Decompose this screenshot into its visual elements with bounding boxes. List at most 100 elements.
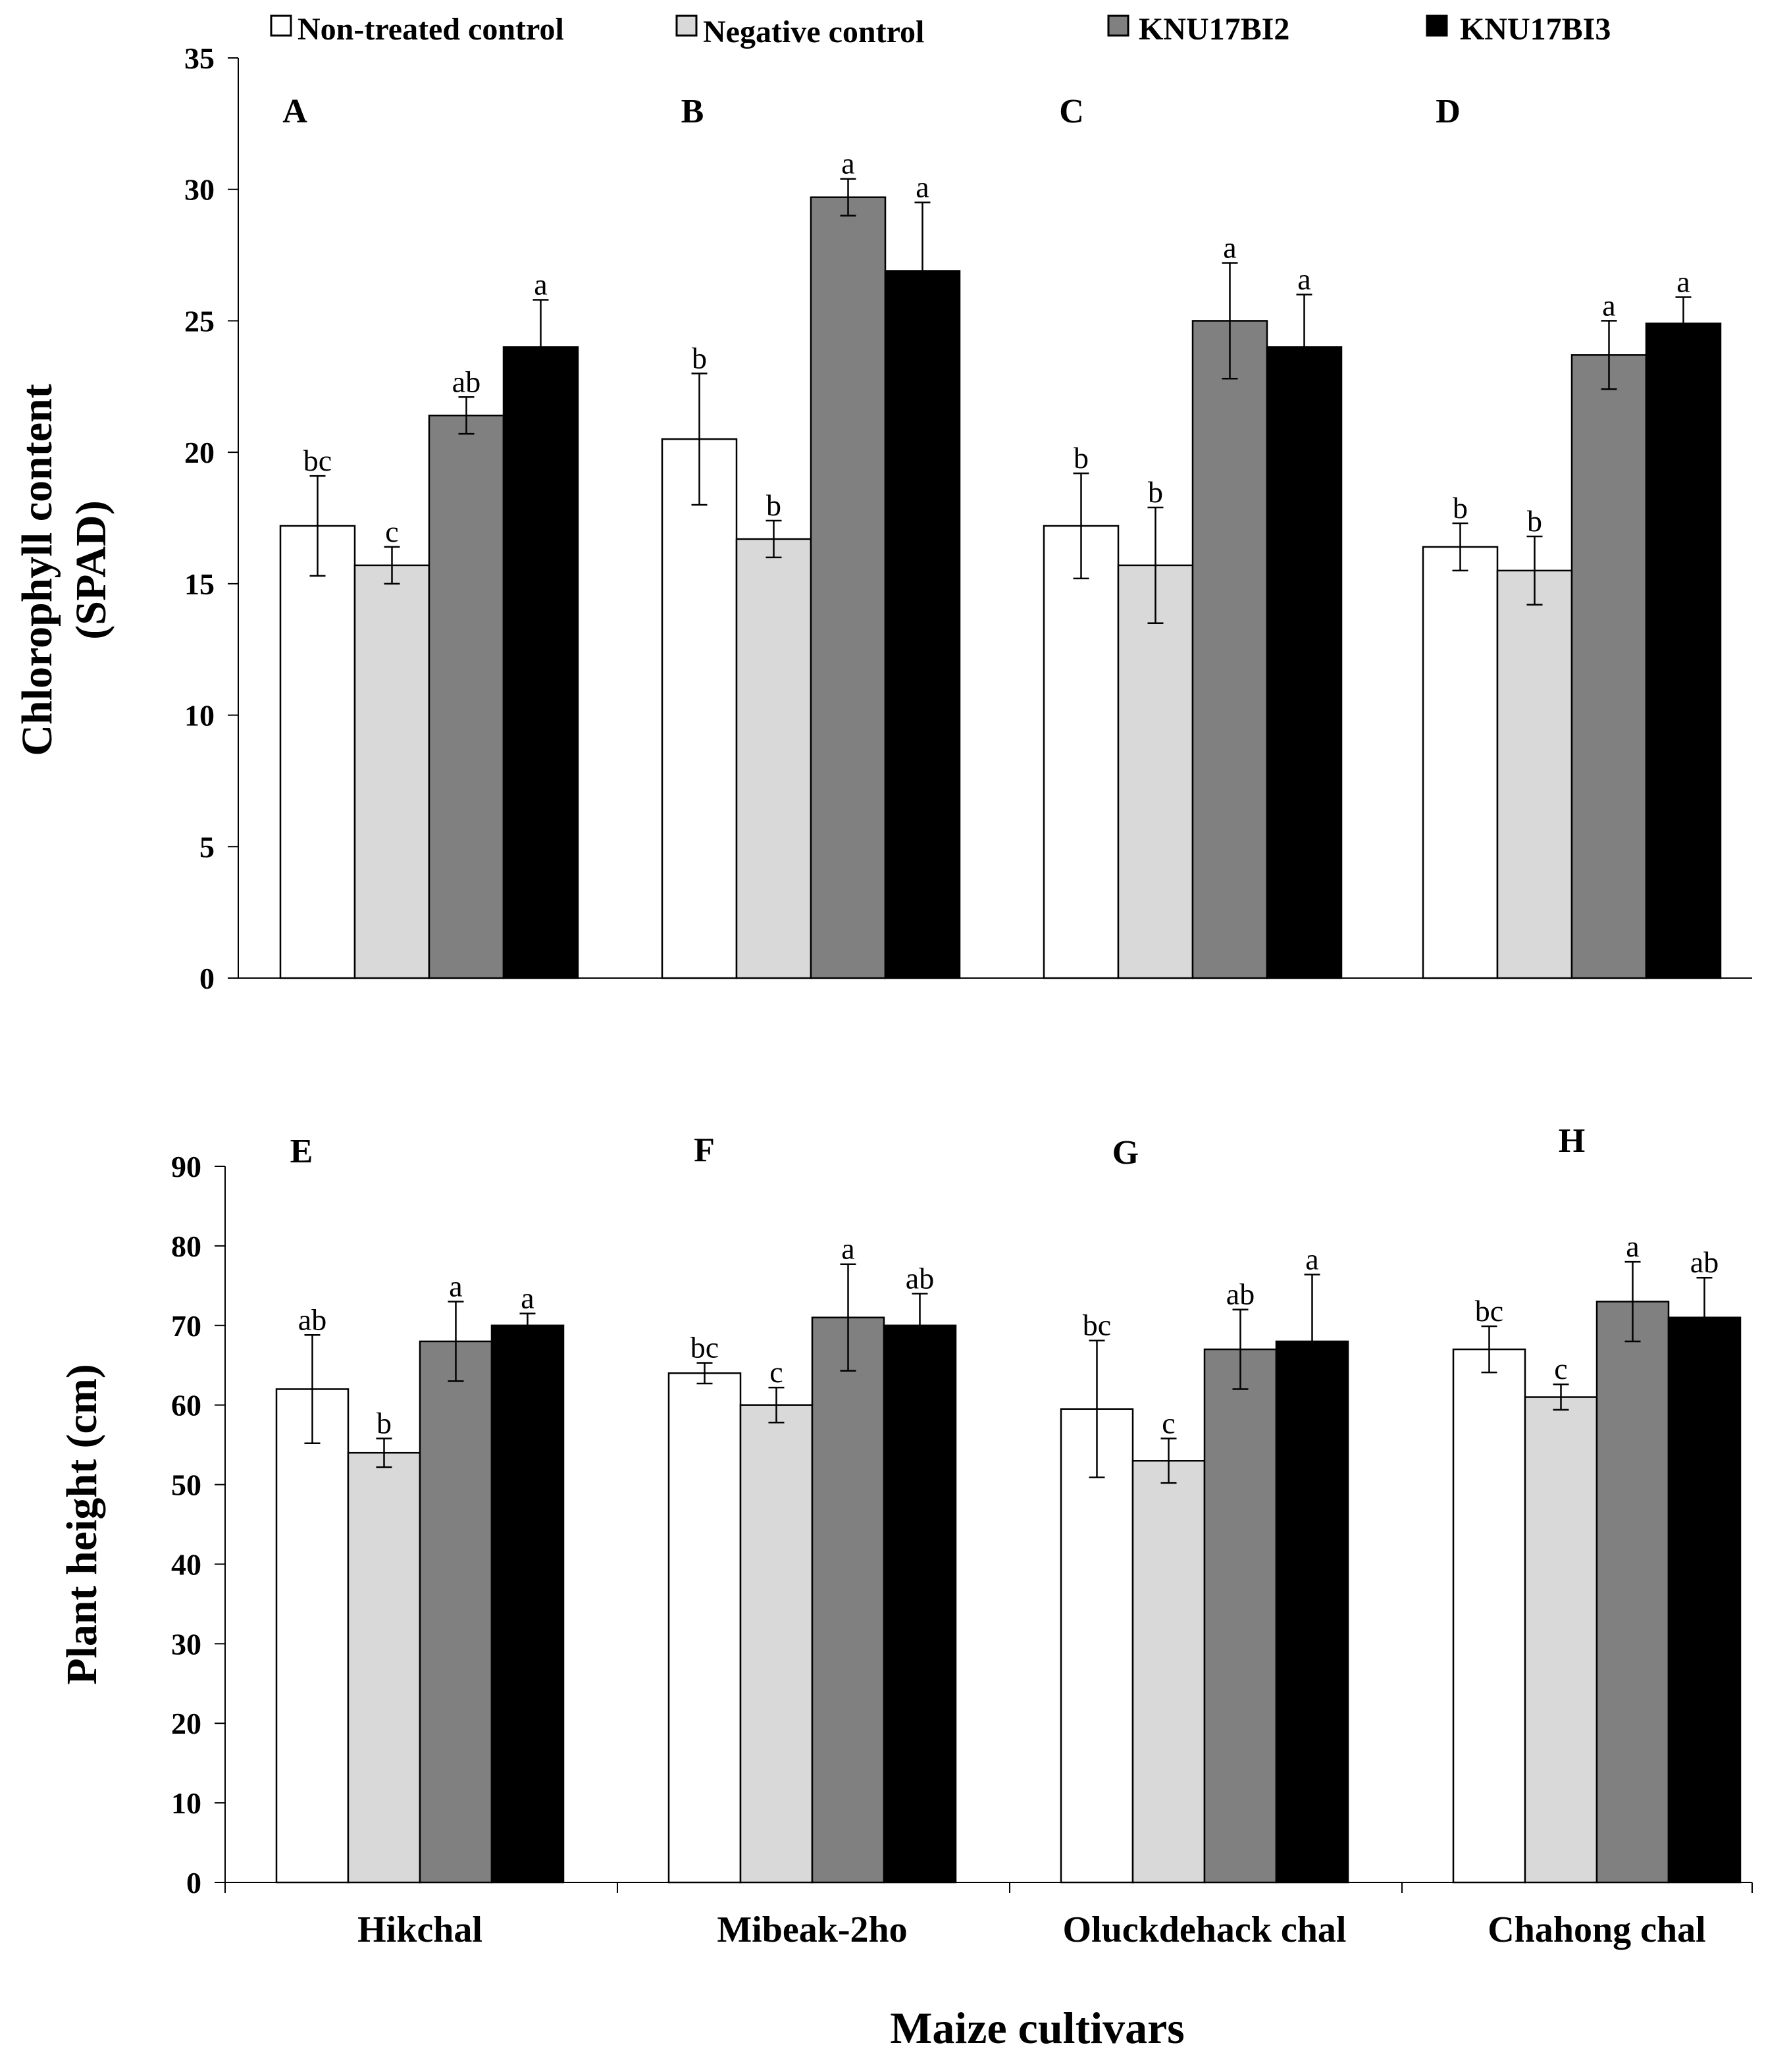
- y-tick-label: 20: [171, 1707, 201, 1740]
- bar: [1117, 564, 1194, 979]
- bar: [1060, 1408, 1134, 1884]
- y-tick-label: 90: [171, 1150, 201, 1183]
- significance-letter: a: [521, 1282, 534, 1315]
- category-label: Chahong chal: [1488, 1909, 1705, 1950]
- bar: [1524, 1396, 1598, 1884]
- significance-letter: b: [1074, 441, 1089, 475]
- y-tick-label: 40: [171, 1547, 201, 1581]
- significance-letter: c: [385, 515, 398, 548]
- bar: [1266, 346, 1343, 979]
- y-tick-label: 60: [171, 1389, 201, 1422]
- significance-letter: a: [449, 1270, 462, 1303]
- legend-label: KNU17BI2: [1139, 12, 1289, 47]
- panel-label: E: [290, 1133, 313, 1170]
- y-tick-label: 80: [171, 1230, 201, 1263]
- y-tick-label: 30: [171, 1627, 201, 1661]
- legend: Non-treated control Negative control KNU…: [270, 12, 1611, 49]
- significance-letter: a: [841, 1232, 854, 1266]
- bar: [1043, 525, 1120, 979]
- x-category-ticks: [224, 1882, 1753, 1893]
- y-tick-label: 20: [184, 436, 215, 469]
- panel-label: D: [1436, 93, 1461, 130]
- y-axis-title-line1: Chlorophyll content: [13, 384, 61, 756]
- significance-letter: b: [692, 341, 707, 375]
- legend-label: Non-treated control: [298, 12, 564, 47]
- significance-letter: a: [1223, 231, 1236, 265]
- significance-letter: a: [1305, 1242, 1318, 1276]
- y-tick-label: 10: [171, 1786, 201, 1820]
- bar: [739, 1404, 814, 1884]
- significance-letter: bc: [690, 1331, 719, 1364]
- significance-letter: c: [1162, 1406, 1175, 1439]
- bar: [1452, 1348, 1526, 1884]
- legend-swatch: [675, 14, 698, 37]
- panel-labels: A B C D: [282, 93, 1461, 130]
- legend-item-knu17bi3: KNU17BI3: [1426, 12, 1611, 47]
- significance-letter: bc: [1083, 1308, 1111, 1342]
- significance-letter: c: [1554, 1352, 1567, 1386]
- bar: [353, 564, 430, 979]
- significance-letter: b: [766, 488, 781, 522]
- significance-labels: ab b a a bc c a ab bc c ab a bc c a ab: [298, 1230, 1719, 1439]
- bar: [1667, 1316, 1742, 1884]
- significance-letter: b: [1148, 475, 1163, 509]
- y-tick-label: 5: [199, 830, 215, 864]
- significance-letter: ab: [452, 365, 480, 398]
- panel-label: H: [1559, 1122, 1585, 1160]
- significance-letter: ab: [906, 1261, 934, 1295]
- panel-label: B: [681, 93, 704, 130]
- legend-item-negative: Negative control: [675, 14, 924, 49]
- y-tick-label: 50: [171, 1468, 201, 1502]
- category-label: Hikchal: [357, 1909, 482, 1950]
- x-axis-title: Maize cultivars: [890, 2003, 1185, 2053]
- significance-letter: b: [1453, 491, 1468, 525]
- bar: [811, 1316, 885, 1884]
- y-tick-label: 35: [184, 41, 215, 75]
- legend-label: Negative control: [703, 14, 924, 49]
- y-axis-title: Plant height (cm): [58, 1364, 106, 1685]
- bar: [279, 525, 356, 979]
- panel-label: C: [1059, 93, 1084, 130]
- bars: [279, 178, 1722, 979]
- legend-item-non-treated: Non-treated control: [270, 12, 564, 47]
- panel-labels: E F G H: [290, 1122, 1586, 1172]
- y-axis-title-line2: (SPAD): [67, 500, 115, 639]
- legend-swatch: [1426, 14, 1448, 37]
- bar: [661, 438, 738, 979]
- legend-swatch: [1107, 14, 1129, 37]
- y-tick-label: 0: [186, 1866, 201, 1900]
- y-ticks: 0 5 10 15 20 25 30 35: [184, 41, 238, 995]
- significance-letter: ab: [298, 1303, 326, 1336]
- significance-letter: ab: [1690, 1245, 1719, 1279]
- plant-height-chart: 0 10 20 30 40 50 60 70 80 90 ab b a a bc c a ab bc c ab a bc c…: [58, 1122, 1753, 2053]
- bar: [667, 1372, 742, 1884]
- bar: [1496, 569, 1573, 979]
- y-ticks: 0 10 20 30 40 50 60 70 80 90: [171, 1150, 225, 1900]
- significance-letter: b: [376, 1406, 392, 1439]
- significance-letter: c: [769, 1355, 783, 1389]
- legend-label: KNU17BI3: [1460, 12, 1611, 47]
- bar: [275, 1388, 350, 1884]
- significance-letter: a: [916, 170, 929, 204]
- y-tick-label: 0: [199, 962, 215, 995]
- bar: [1595, 1301, 1670, 1884]
- bar: [883, 1324, 957, 1884]
- bar: [428, 414, 505, 979]
- bar: [735, 538, 812, 979]
- bar: [347, 1451, 421, 1884]
- significance-letter: a: [1297, 262, 1310, 296]
- bar: [419, 1340, 493, 1884]
- bar: [810, 196, 887, 979]
- significance-letter: bc: [1475, 1294, 1503, 1328]
- bar: [502, 346, 579, 979]
- category-labels: Hikchal Mibeak-2ho Oluckdehack chal Chahong…: [357, 1909, 1706, 1950]
- panel-label: G: [1112, 1134, 1139, 1172]
- y-tick-label: 15: [184, 567, 215, 601]
- panel-label: A: [282, 93, 307, 130]
- significance-letter: a: [1626, 1230, 1639, 1263]
- significance-letter: a: [1602, 288, 1615, 322]
- significance-letter: a: [534, 267, 547, 301]
- bar: [1645, 323, 1722, 979]
